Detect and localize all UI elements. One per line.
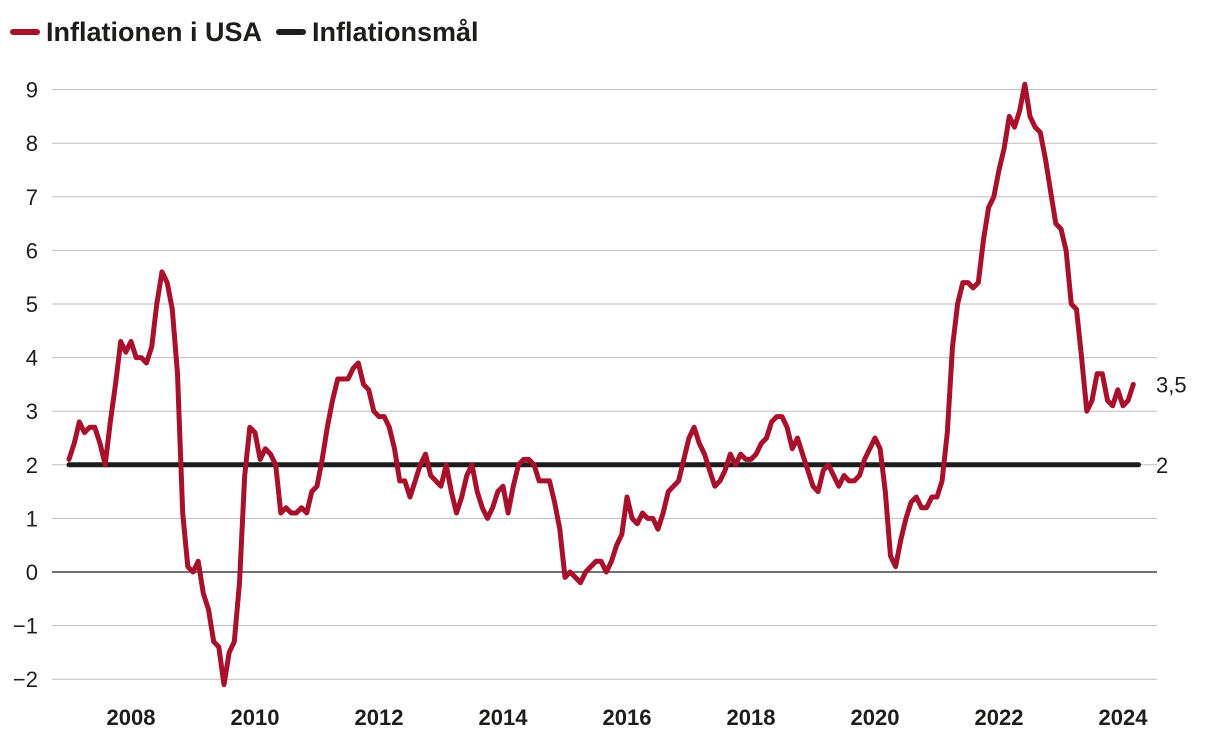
y-tick-label: 7 [26, 185, 38, 210]
legend-swatch-target [276, 29, 306, 35]
x-tick-label: 2012 [355, 705, 404, 730]
inflation-end-label: 3,5 [1156, 372, 1187, 397]
x-tick-label: 2010 [231, 705, 280, 730]
target-end-label: 2 [1156, 453, 1168, 478]
y-tick-label: 3 [26, 399, 38, 424]
chart-legend: Inflationen i USA Inflationsmål [10, 14, 493, 50]
legend-label-inflation: Inflationen i USA [46, 16, 262, 47]
y-tick-label: −1 [13, 614, 38, 639]
y-tick-label: 6 [26, 238, 38, 263]
x-tick-label: 2020 [851, 705, 900, 730]
y-tick-label: 0 [26, 560, 38, 585]
x-tick-label: 2008 [107, 705, 156, 730]
legend-label-target: Inflationsmål [312, 16, 479, 47]
y-tick-label: 5 [26, 292, 38, 317]
legend-item-inflation: Inflationen i USA [10, 17, 262, 48]
x-tick-label: 2018 [727, 705, 776, 730]
y-tick-label: 1 [26, 506, 38, 531]
legend-swatch-inflation [10, 29, 40, 35]
x-tick-label: 2024 [1099, 705, 1149, 730]
y-tick-label: 8 [26, 131, 38, 156]
x-tick-label: 2022 [975, 705, 1024, 730]
y-tick-label: 2 [26, 453, 38, 478]
y-tick-label: −2 [13, 667, 38, 692]
x-tick-label: 2016 [603, 705, 652, 730]
x-tick-label: 2014 [479, 705, 529, 730]
y-tick-label: 9 [26, 78, 38, 103]
legend-item-target: Inflationsmål [276, 17, 479, 48]
inflation-line [66, 81, 1136, 688]
y-tick-label: 4 [26, 346, 38, 371]
